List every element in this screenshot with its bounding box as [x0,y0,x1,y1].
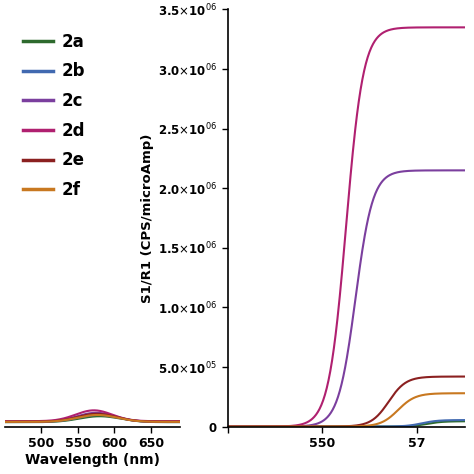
Y-axis label: S1/R1 (CPS/microAmp): S1/R1 (CPS/microAmp) [141,133,154,303]
Legend: 2a, 2b, 2c, 2d, 2e, 2f: 2a, 2b, 2c, 2d, 2e, 2f [17,26,92,206]
X-axis label: Wavelength (nm): Wavelength (nm) [25,453,160,467]
